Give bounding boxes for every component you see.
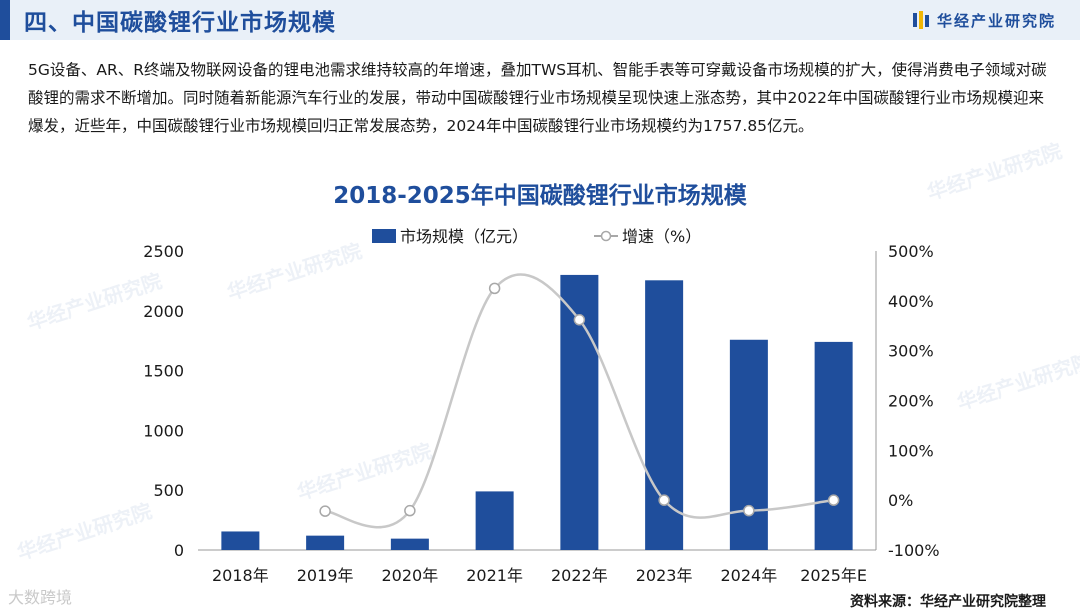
x-tick-label: 2020年	[382, 566, 439, 585]
y-right-tick-label: 100%	[888, 441, 934, 460]
bar	[475, 491, 514, 550]
growth-point	[319, 505, 331, 517]
brand-name: 华经产业研究院	[936, 11, 1056, 30]
y-right-tick-label: 500%	[888, 242, 934, 261]
watermark-text: 华经产业研究院	[14, 499, 155, 565]
header-accent	[0, 0, 10, 40]
watermark-text: 华经产业研究院	[924, 139, 1065, 205]
growth-point	[827, 494, 840, 506]
y-left-tick-label: 500	[153, 481, 184, 500]
brand: 华经产业研究院	[912, 9, 1056, 31]
bar	[645, 280, 684, 550]
y-right-tick-label: 400%	[888, 292, 934, 311]
y-right-tick-label: 0%	[888, 491, 913, 510]
growth-point	[573, 314, 586, 326]
bar	[390, 538, 429, 550]
section-title: 四、中国碳酸锂行业市场规模	[24, 10, 336, 36]
y-left-tick-label: 0	[174, 541, 184, 560]
growth-point	[743, 504, 755, 517]
bar	[221, 531, 260, 550]
x-tick-label: 2022年	[551, 566, 608, 585]
source-note: 资料来源：华经产业研究院整理	[850, 594, 1046, 610]
x-tick-label: 2019年	[297, 566, 354, 585]
y-left-tick-label: 1500	[143, 362, 184, 381]
growth-point	[404, 504, 416, 517]
x-tick-label: 2025年E	[800, 566, 867, 585]
watermark-text: 华经产业研究院	[294, 439, 435, 505]
corner-watermark: 大数跨境	[8, 588, 73, 607]
y-left-tick-label: 2500	[143, 242, 184, 261]
legend-line-label: 增速（%）	[622, 227, 701, 246]
y-left-tick-label: 2000	[143, 302, 184, 321]
legend-bar-label: 市场规模（亿元）	[400, 227, 528, 246]
y-right-tick-label: 200%	[888, 392, 934, 411]
legend-line-marker	[600, 230, 612, 242]
header-bar	[0, 0, 1080, 40]
bar	[306, 535, 345, 550]
y-right-tick-label: -100%	[888, 541, 940, 560]
legend-bar-swatch	[372, 229, 396, 243]
brand-logo-icon	[912, 11, 929, 29]
bar	[814, 341, 853, 550]
bar	[729, 339, 768, 550]
x-tick-label: 2021年	[466, 566, 523, 585]
intro-paragraph: 5G设备、AR、R终端及物联网设备的锂电池需求维持较高的年增速，叠加TWS耳机、…	[28, 61, 1047, 135]
x-tick-label: 2018年	[212, 566, 269, 585]
y-left-tick-label: 1000	[143, 421, 184, 440]
growth-point	[658, 494, 670, 506]
x-tick-label: 2023年	[636, 566, 693, 585]
watermark-text: 华经产业研究院	[954, 349, 1080, 415]
watermark-text: 华经产业研究院	[224, 239, 365, 305]
y-right-tick-label: 300%	[888, 342, 934, 361]
chart-title: 2018-2025年中国碳酸锂行业市场规模	[333, 183, 747, 209]
growth-point	[488, 282, 501, 295]
x-tick-label: 2024年	[721, 566, 778, 585]
